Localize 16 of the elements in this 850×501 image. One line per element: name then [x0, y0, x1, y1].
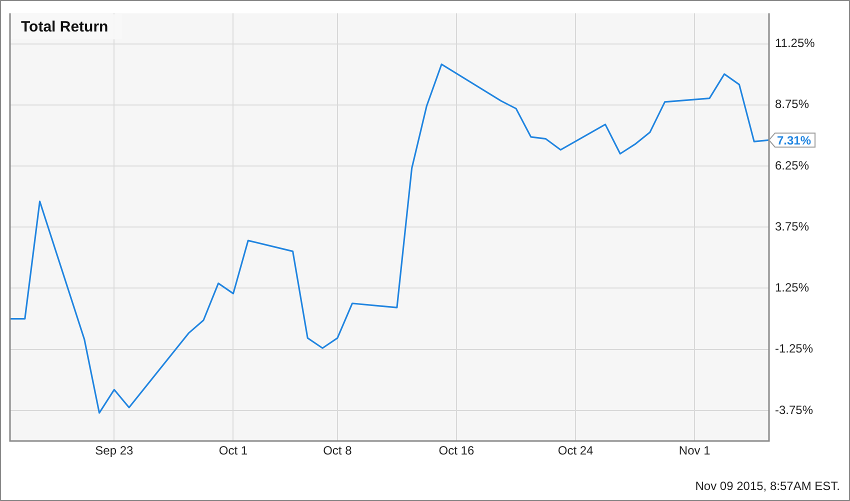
annotation: 7.31% — [777, 133, 812, 148]
x-tick-label: Sep 23 — [95, 444, 134, 458]
y-tick-label: 11.25% — [775, 36, 816, 50]
y-tick-label: -3.75% — [775, 402, 814, 417]
x-tick-label: Oct 24 — [558, 444, 594, 458]
y-tick-label: 3.75% — [775, 219, 810, 234]
y-tick-label: 8.75% — [775, 97, 810, 112]
x-tick-label: Oct 8 — [323, 444, 352, 458]
x-tick-label: Nov 1 — [678, 444, 711, 458]
x-tick-label: Oct 16 — [438, 444, 474, 458]
y-tick-label: -1.25% — [775, 342, 814, 356]
chart-title: Total Return — [21, 18, 108, 36]
x-tick-label: Oct 1 — [218, 444, 248, 458]
y-tick-label: 1.25% — [775, 280, 810, 295]
y-tick-label: 6.25% — [775, 158, 810, 172]
text: Nov 09 2015, 8:57AM EST. — [695, 479, 840, 493]
